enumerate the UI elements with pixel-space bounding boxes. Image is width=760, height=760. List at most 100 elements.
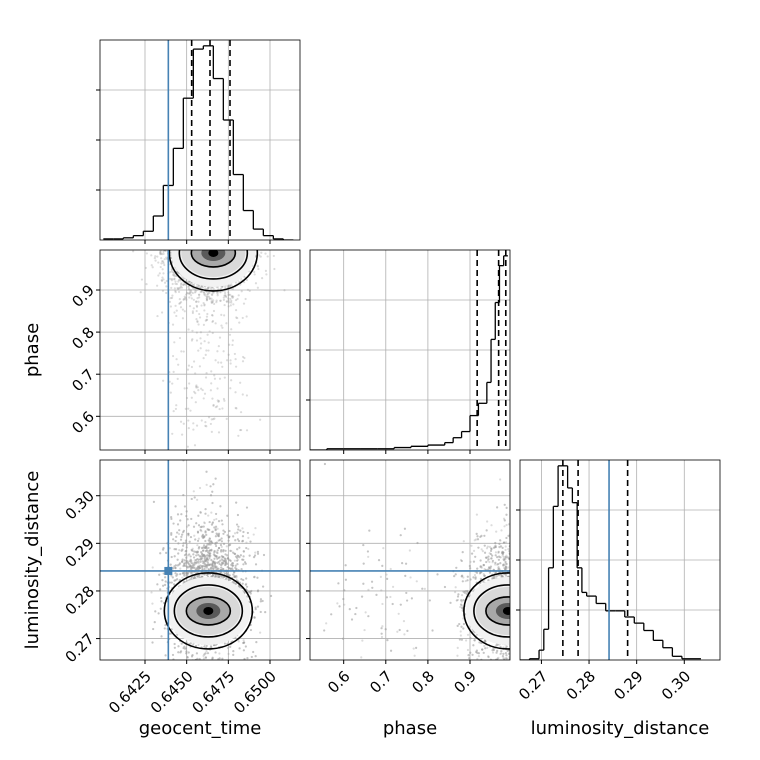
sample-point (196, 574, 199, 578)
sample-point (226, 284, 229, 287)
sample-point (177, 280, 180, 283)
sample-point (170, 277, 174, 281)
sample-point (201, 553, 204, 556)
sample-point (159, 250, 162, 253)
sample-point (213, 564, 217, 567)
sample-point (201, 565, 204, 568)
sample-point (172, 567, 175, 570)
sample-point (187, 292, 190, 295)
sample-point (192, 360, 196, 363)
sample-point (198, 293, 201, 296)
sample-point (254, 255, 257, 258)
sample-point (210, 523, 214, 526)
sample-point (207, 248, 209, 250)
sample-point (180, 283, 183, 286)
sample-point (179, 651, 182, 654)
sample-point (201, 560, 205, 563)
sample-point (199, 525, 202, 529)
sample-point (266, 255, 269, 258)
sample-point (185, 546, 188, 549)
sample-point (212, 287, 215, 291)
sample-point (216, 405, 219, 408)
sample-point (231, 581, 234, 584)
sample-point (193, 247, 195, 249)
sample-point (196, 551, 199, 554)
sample-point (207, 539, 210, 542)
sample-point (228, 544, 231, 547)
sample-point (205, 547, 208, 550)
sample-point (236, 556, 239, 559)
sample-point (215, 517, 218, 521)
sample-point (165, 551, 168, 554)
sample-point (208, 553, 211, 556)
sample-point (224, 563, 227, 567)
marginal-panel-luminosity-distance (520, 460, 720, 660)
sample-point (229, 559, 232, 562)
sample-point (197, 293, 201, 296)
sample-point (239, 672, 241, 674)
sample-point (185, 571, 188, 575)
sample-point (211, 561, 214, 564)
sample-point (220, 550, 223, 553)
sample-point (254, 655, 257, 658)
sample-point (188, 292, 191, 295)
sample-point (173, 642, 176, 646)
sample-point (227, 297, 230, 300)
panel-frame (99, 249, 301, 451)
sample-point (185, 298, 188, 301)
sample-point (269, 594, 273, 598)
sample-point (228, 285, 231, 288)
sample-point (178, 563, 181, 566)
sample-point (227, 652, 230, 656)
sample-point (159, 588, 162, 591)
sample-point (208, 537, 211, 540)
sample-point (214, 535, 217, 538)
sample-point (219, 287, 222, 291)
sample-point (199, 555, 202, 558)
sample-point (187, 427, 190, 430)
sample-point (215, 565, 218, 568)
sample-point (226, 565, 229, 569)
sample-point (196, 544, 199, 547)
sample-point (196, 320, 199, 323)
sample-point (223, 642, 227, 645)
sample-point (208, 549, 211, 553)
sample-point (241, 527, 244, 530)
sample-point (165, 279, 168, 283)
sample-point (182, 646, 185, 650)
sample-point (212, 565, 215, 568)
sample-point (229, 293, 232, 296)
sample-point (173, 555, 176, 558)
sample-point (205, 560, 208, 563)
sample-point (254, 527, 257, 530)
sample-point (185, 543, 188, 547)
sample-point (170, 581, 173, 584)
sample-point (182, 531, 185, 534)
sample-point (221, 558, 224, 561)
sample-point (220, 286, 223, 289)
sample-point (160, 311, 164, 314)
sample-point (158, 247, 160, 249)
sample-point (210, 430, 213, 433)
sample-point (162, 379, 165, 382)
sample-point (219, 505, 222, 508)
sample-point (187, 288, 191, 291)
sample-point (161, 268, 164, 271)
sample-point (206, 652, 210, 655)
sample-point (170, 515, 173, 519)
sample-point (197, 388, 200, 392)
sample-point (256, 264, 259, 267)
sample-point (250, 589, 253, 593)
sample-point (256, 590, 259, 593)
sample-point (193, 444, 197, 447)
sample-point (188, 280, 191, 284)
sample-point (238, 248, 240, 250)
sample-point (170, 517, 173, 521)
sample-point (221, 567, 225, 571)
sample-point (193, 563, 196, 566)
sample-point (215, 247, 217, 249)
sample-point (207, 286, 210, 289)
sample-point (227, 353, 230, 356)
sample-point (229, 362, 232, 365)
sample-point (159, 251, 162, 254)
